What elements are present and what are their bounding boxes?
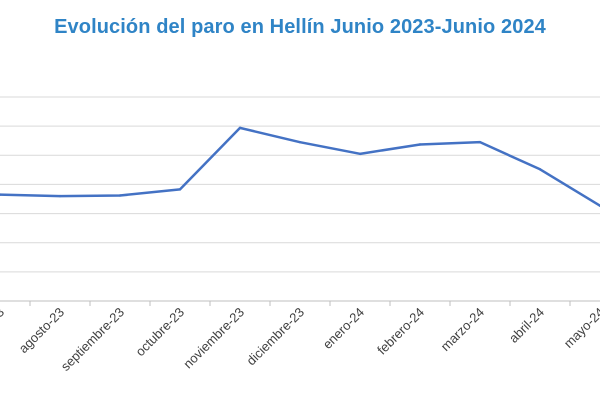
data-point bbox=[238, 126, 242, 130]
chart-title: Evolución del paro en Hellín Junio 2023-… bbox=[54, 16, 546, 38]
grid-lines bbox=[0, 96, 600, 273]
x-tick-label: mayo-24 bbox=[561, 305, 600, 351]
x-tick-label: septiembre-23 bbox=[58, 305, 127, 374]
data-point bbox=[178, 188, 182, 191]
x-tick-label: febrero-24 bbox=[374, 305, 427, 358]
x-tick-label: enero-24 bbox=[320, 305, 367, 352]
data-point bbox=[418, 143, 422, 146]
x-tick-label: agosto-23 bbox=[16, 305, 67, 356]
x-tick-label: julio-23 bbox=[0, 305, 7, 346]
data-point bbox=[478, 140, 482, 144]
data-point bbox=[58, 194, 62, 198]
series-line bbox=[0, 126, 600, 207]
x-tick-label: abril-24 bbox=[506, 305, 547, 346]
data-point bbox=[298, 140, 302, 144]
data-point bbox=[538, 168, 542, 171]
x-tick-label: octubre-23 bbox=[133, 305, 188, 360]
x-tick-label: diciembre-23 bbox=[243, 305, 307, 369]
series-line-group bbox=[0, 126, 600, 207]
data-point bbox=[0, 193, 2, 196]
x-tick-label: marzo-24 bbox=[438, 305, 487, 354]
x-tick-label: noviembre-23 bbox=[180, 305, 247, 372]
data-point bbox=[118, 194, 122, 197]
x-axis bbox=[0, 300, 600, 306]
data-point bbox=[358, 152, 362, 156]
